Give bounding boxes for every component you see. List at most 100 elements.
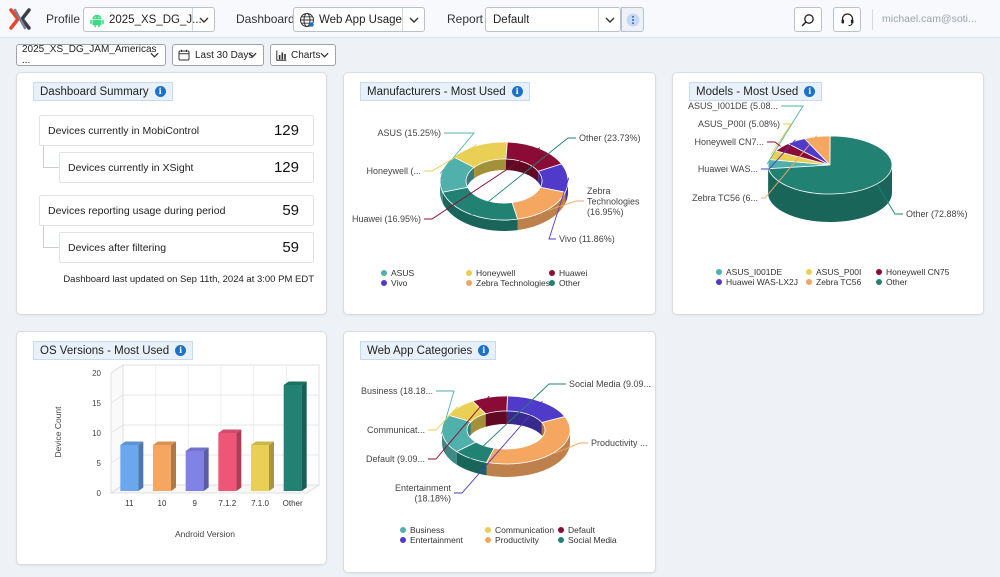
slice-label-line: Zebra — [587, 186, 611, 196]
legend-swatch-default — [558, 527, 564, 533]
leader-line-huawei-was-lx2j — [761, 139, 796, 170]
dashboard-summary-panel: Dashboard Summary i Devices currently in… — [16, 72, 327, 315]
bar-front — [120, 445, 139, 491]
info-icon[interactable]: i — [175, 345, 187, 356]
slice-label-huawei-was-lx2j: Huawei WAS... — [698, 164, 758, 174]
leader-line-vivo — [548, 177, 570, 240]
legend-swatch-other — [876, 279, 882, 285]
legend-label-productivity: Productivity — [495, 535, 540, 545]
legend-label-honeywell-cn75: Honeywell CN75 — [886, 267, 950, 277]
bar-top — [120, 441, 144, 445]
x-tick-label: 7.1.2 — [218, 499, 236, 508]
slice-label-zebra-tc56: Zebra TC56 (6... — [692, 193, 758, 203]
view-mode-select[interactable]: Charts — [270, 44, 336, 66]
slice-label-line: Zebra TC56 (6... — [692, 193, 758, 203]
bar-top — [153, 441, 176, 445]
leader-line-zebra-tc56 — [761, 135, 818, 199]
support-button[interactable] — [833, 7, 861, 32]
dashboard-select[interactable]: Web App Usage — [293, 7, 425, 32]
search-button[interactable] — [794, 7, 822, 32]
slice-label-line: Huawei WAS... — [698, 164, 758, 174]
slice-label-line: Other (23.73%) — [579, 133, 641, 143]
legend-swatch-productivity — [485, 537, 491, 543]
chart-legend: ASUS_I001DE ASUS_P00I Honeywell CN75 Huawei… — [716, 267, 950, 287]
x-tick-label: 10 — [158, 499, 167, 508]
summary-row: Devices currently in MobiControl 129 — [39, 115, 314, 146]
y-tick-label: 0 — [97, 489, 102, 498]
tree-connector — [43, 146, 59, 168]
bar-7-1-0 — [251, 441, 274, 491]
manufacturers-panel: Manufacturers - Most Used i ASUS (15.25%… — [343, 72, 656, 315]
legend-swatch-honeywell-cn75 — [876, 269, 882, 275]
legend-label-entertainment: Entertainment — [410, 535, 464, 545]
profile-select[interactable]: 2025_XS_DG_J... — [83, 7, 215, 32]
slice-label-line: Technologies — [587, 197, 640, 207]
slice-label-line: Business (18.18... — [361, 386, 433, 396]
donut-slice-side-other — [768, 165, 892, 222]
report-label: Report — [447, 12, 484, 26]
donut-labels: ASUS (15.25%) Honeywell (... Huawei (16.95… — [352, 128, 641, 244]
summary-row: Devices after filtering 59 — [59, 232, 314, 263]
slice-label-entertainment: Entertainment (18.18%) — [395, 483, 452, 504]
slice-label-line: (16.95%) — [587, 207, 624, 217]
chevron-down-icon — [248, 52, 257, 58]
slice-label-productivity: Productivity ... — [591, 438, 648, 448]
bar-top — [283, 381, 307, 385]
leader-line-zebra-technologies — [547, 200, 584, 211]
summary-row-value: 59 — [282, 239, 299, 256]
last-updated-text: Dashboard last updated on Sep 11th, 2024… — [63, 274, 314, 285]
user-account[interactable]: michael.cam@soti... — [882, 13, 977, 25]
donut-slice-side-zebra-technologies — [517, 192, 566, 231]
summary-row: Devices reporting usage during period 59 — [39, 195, 314, 226]
bar-front — [218, 433, 237, 491]
panel-title: Manufacturers - Most Used i — [360, 82, 530, 101]
summary-row: Devices currently in XSight 129 — [59, 152, 314, 183]
manufacturers-title: Manufacturers - Most Used — [367, 85, 506, 98]
legend-label-business: Business — [410, 525, 445, 535]
donut-slice-inner-entertainment — [506, 411, 542, 436]
x-tick-label: 7.1.0 — [251, 499, 269, 508]
bar-front — [251, 445, 269, 491]
chart-legend: ASUS Honeywell Huawei Vivo Zebra Technologie… — [381, 268, 587, 288]
app-logo[interactable] — [8, 0, 32, 38]
donut-slice-side-social-media — [456, 451, 487, 476]
summary-row-value: 129 — [273, 122, 299, 139]
more-vertical-icon — [626, 13, 639, 26]
top-bar: Profile 2025_XS_DG_J... Dashboard Web Ap… — [0, 0, 1000, 38]
bar-side — [269, 441, 274, 491]
report-select[interactable]: Default — [485, 7, 621, 32]
os-versions-bar-chart: 0 5 10 15 20 11 10 9 7.1.2 7.1.0 Other Android Vers… — [53, 364, 321, 539]
slice-label-line: ASUS_I001DE (5.08... — [688, 101, 778, 111]
donut-slice-other — [442, 186, 519, 221]
date-range-select[interactable]: Last 30 Days — [172, 44, 264, 66]
bar-7-1-2 — [218, 429, 242, 491]
info-icon[interactable]: i — [804, 86, 816, 97]
slice-label-line: Other (72.88%) — [906, 209, 968, 219]
slice-label-line: ASUS_P00I (5.08%) — [698, 119, 780, 129]
x-tick-label: 9 — [192, 499, 197, 508]
info-icon[interactable]: i — [478, 345, 490, 356]
leader-line-productivity — [553, 442, 588, 454]
bar-other — [283, 381, 307, 491]
bar-side — [236, 429, 242, 491]
info-icon[interactable]: i — [511, 86, 523, 97]
web-app-categories-panel: Web App Categories i Business (18.18... C… — [343, 331, 656, 573]
legend-swatch-huawei-was-lx2j — [716, 279, 722, 285]
bar-front — [153, 445, 171, 491]
donut-labels: Business (18.18... Communicat... Default (… — [361, 379, 651, 504]
bar-side — [203, 447, 209, 491]
panel-title: Dashboard Summary i — [33, 82, 173, 101]
chevron-down-icon — [598, 8, 620, 31]
slice-label-line: Vivo (11.86%) — [559, 234, 615, 244]
view-mode-value: Charts — [291, 49, 321, 61]
device-group-select[interactable]: 2025_XS_DG_JAM_Americas ... — [16, 44, 166, 66]
slice-label-other: Other (72.88%) — [906, 209, 968, 219]
info-icon[interactable]: i — [154, 86, 166, 97]
summary-row-value: 59 — [282, 202, 299, 219]
slice-label-default: Default (9.09... — [366, 454, 425, 464]
slice-label-huawei: Huawei (16.95%) — [352, 214, 421, 224]
models-panel: Models - Most Used i ASUS_I001DE (5.08..… — [672, 72, 984, 315]
report-options-button[interactable] — [621, 7, 644, 32]
slice-label-asus-p00i: ASUS_P00I (5.08%) — [698, 119, 780, 129]
slice-label-honeywell: Honeywell (... — [366, 166, 421, 176]
